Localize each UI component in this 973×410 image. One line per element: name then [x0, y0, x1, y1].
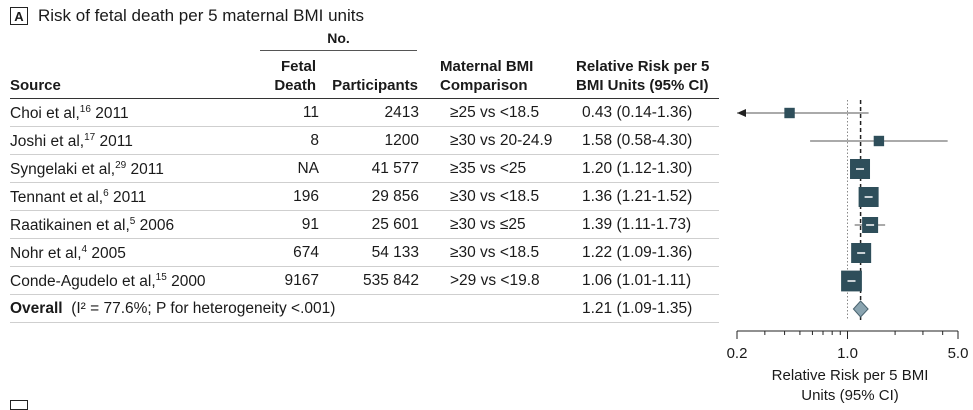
header-rr-line2: BMI Units (95% CI)	[576, 77, 709, 94]
study-participants: 41 577	[371, 160, 419, 177]
overall-source: Overall (I² = 77.6%; P for heterogeneity…	[10, 300, 336, 317]
study-row: Syngelaki et al,29 2011 NA 41 577 ≥35 vs…	[10, 155, 719, 183]
header-comparison-line1: Maternal BMI	[440, 58, 534, 75]
study-fetal-death: NA	[297, 160, 319, 177]
study-row: Raatikainen et al,5 2006 91 25 601 ≥30 v…	[10, 211, 719, 239]
overall-diamond	[852, 300, 869, 318]
header-fetal-death: Fetal Death	[252, 57, 316, 95]
study-rr: 1.22 (1.09-1.36)	[582, 244, 693, 261]
number-group-rule	[260, 50, 417, 51]
study-participants: 25 601	[371, 216, 419, 233]
study-comparison: ≥30 vs ≤25	[450, 216, 526, 233]
study-rr: 1.20 (1.12-1.30)	[582, 160, 693, 177]
study-rr: 0.43 (0.14-1.36)	[582, 104, 693, 121]
study-source: Nohr et al,4 2005	[10, 244, 126, 263]
study-comparison: >29 vs <19.8	[450, 272, 540, 289]
header-rule	[10, 98, 719, 99]
study-rr: 1.06 (1.01-1.11)	[582, 272, 692, 289]
header-participants: Participants	[332, 77, 418, 94]
x-tick-label: 0.2	[727, 345, 748, 362]
panel-label: A	[10, 7, 28, 25]
study-rr: 1.39 (1.11-1.73)	[582, 216, 692, 233]
study-participants: 1200	[384, 132, 419, 149]
header-fetal-death-line2: Death	[274, 77, 316, 94]
study-source: Tennant et al,6 2011	[10, 188, 147, 207]
study-fetal-death: 11	[302, 104, 319, 121]
study-fetal-death: 8	[310, 132, 319, 149]
study-comparison: ≥30 vs 20-24.9	[450, 132, 553, 149]
study-fetal-death: 9167	[284, 272, 319, 289]
number-group-header: No.	[327, 30, 350, 46]
x-axis-label-line2: Units (95% CI)	[801, 387, 899, 404]
study-source: Raatikainen et al,5 2006	[10, 216, 175, 235]
overall-rr: 1.21 (1.09-1.35)	[582, 300, 693, 317]
x-tick-label: 5.0	[948, 345, 969, 362]
study-fetal-death: 674	[293, 244, 319, 261]
study-source: Joshi et al,17 2011	[10, 132, 133, 151]
study-marks	[737, 107, 948, 318]
study-source: Conde-Agudelo et al,15 2000	[10, 272, 206, 291]
study-row: Joshi et al,17 2011 8 1200 ≥30 vs 20-24.…	[10, 127, 719, 155]
header-comparison-line2: Comparison	[440, 77, 528, 94]
x-axis-label: Relative Risk per 5 BMI Units (95% CI)	[760, 366, 940, 406]
header-fetal-death-line1: Fetal	[280, 58, 316, 75]
overall-row: Overall (I² = 77.6%; P for heterogeneity…	[10, 295, 719, 323]
study-point	[873, 135, 885, 147]
study-row: Nohr et al,4 2005 674 54 133 ≥30 vs <18.…	[10, 239, 719, 267]
study-participants: 535 842	[362, 272, 419, 289]
panel-title: Risk of fetal death per 5 maternal BMI u…	[38, 6, 364, 25]
study-source: Choi et al,16 2011	[10, 104, 129, 123]
study-point	[784, 107, 795, 119]
panel-b-label-stub	[10, 400, 28, 410]
study-rr: 1.58 (0.58-4.30)	[582, 132, 693, 149]
study-comparison: ≥35 vs <25	[450, 160, 527, 177]
study-row: Choi et al,16 2011 11 2413 ≥25 vs <18.5 …	[10, 99, 719, 127]
header-source: Source	[10, 77, 61, 94]
study-fetal-death: 91	[301, 216, 319, 233]
header-comparison: Maternal BMI Comparison	[440, 57, 533, 95]
study-comparison: ≥30 vs <18.5	[450, 244, 540, 261]
study-participants: 2413	[384, 104, 419, 121]
header-rr-line1: Relative Risk per 5	[576, 58, 710, 75]
study-participants: 54 133	[371, 244, 419, 261]
x-tick-label: 1.0	[837, 345, 858, 362]
study-fetal-death: 196	[293, 188, 319, 205]
x-axis: 0.2 1.0 5.0	[727, 330, 969, 362]
study-participants: 29 856	[371, 188, 419, 205]
study-row: Tennant et al,6 2011 196 29 856 ≥30 vs <…	[10, 183, 719, 211]
study-source: Syngelaki et al,29 2011	[10, 160, 164, 179]
study-comparison: ≥30 vs <18.5	[450, 188, 540, 205]
study-rr: 1.36 (1.21-1.52)	[582, 188, 693, 205]
study-comparison: ≥25 vs <18.5	[450, 104, 540, 121]
x-axis-label-line1: Relative Risk per 5 BMI	[771, 367, 929, 384]
ci-arrow	[737, 109, 746, 117]
study-row: Conde-Agudelo et al,15 2000 9167 535 842…	[10, 267, 719, 295]
header-relative-risk: Relative Risk per 5 BMI Units (95% CI)	[576, 57, 709, 95]
